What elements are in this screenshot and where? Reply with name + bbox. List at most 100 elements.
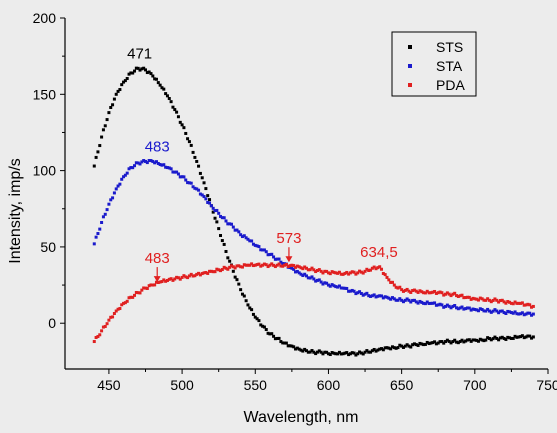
data-point xyxy=(422,291,426,295)
data-point xyxy=(398,297,402,301)
data-point xyxy=(412,288,416,292)
data-point xyxy=(182,126,186,130)
data-point xyxy=(380,294,384,298)
data-point xyxy=(167,277,171,281)
data-point xyxy=(445,291,449,295)
data-point xyxy=(180,275,184,279)
data-point xyxy=(118,307,122,311)
data-point xyxy=(398,285,402,289)
data-point xyxy=(211,270,215,274)
data-point xyxy=(513,334,517,338)
data-point xyxy=(451,292,455,296)
data-point xyxy=(270,262,274,266)
data-point xyxy=(144,286,147,290)
y-tick-label: 150 xyxy=(33,86,57,102)
data-point xyxy=(480,297,484,301)
data-point xyxy=(251,312,255,316)
data-point xyxy=(182,274,186,278)
series-sta xyxy=(92,159,535,317)
data-point xyxy=(341,352,345,356)
data-point xyxy=(403,344,407,348)
data-point xyxy=(228,265,232,269)
data-point xyxy=(244,299,248,303)
data-point xyxy=(266,265,270,269)
data-point xyxy=(248,239,252,243)
data-point xyxy=(220,268,224,272)
data-point xyxy=(142,286,146,290)
data-point xyxy=(531,335,535,339)
data-point xyxy=(195,187,199,191)
data-point xyxy=(281,264,285,268)
data-point xyxy=(120,303,124,307)
data-point xyxy=(286,264,290,268)
data-point xyxy=(361,271,365,275)
data-point xyxy=(165,94,169,98)
data-point xyxy=(378,294,382,298)
data-point xyxy=(480,307,484,311)
data-point xyxy=(449,294,453,298)
data-point xyxy=(317,349,321,353)
data-point xyxy=(440,291,444,295)
data-point xyxy=(299,348,303,352)
data-point xyxy=(96,150,100,154)
data-point xyxy=(164,279,168,283)
data-point xyxy=(434,342,438,346)
data-point xyxy=(363,292,367,296)
data-point xyxy=(352,289,356,293)
data-point xyxy=(530,305,534,309)
data-point xyxy=(187,181,191,185)
data-point xyxy=(215,220,219,224)
data-point xyxy=(334,271,338,275)
data-point xyxy=(363,269,367,273)
data-point xyxy=(385,295,389,299)
data-point xyxy=(306,350,310,354)
data-point xyxy=(229,264,233,268)
data-point xyxy=(392,283,396,287)
data-point xyxy=(127,167,131,171)
data-point xyxy=(264,263,268,267)
data-point xyxy=(224,266,228,270)
data-point xyxy=(407,298,411,302)
legend-box xyxy=(391,31,477,97)
data-point xyxy=(528,311,532,315)
data-point xyxy=(308,350,312,354)
data-point xyxy=(336,352,340,356)
data-points xyxy=(92,66,535,357)
data-point xyxy=(449,306,453,310)
data-point xyxy=(292,267,296,271)
data-point xyxy=(438,302,442,306)
data-point xyxy=(495,336,499,340)
data-point xyxy=(242,294,246,298)
data-point xyxy=(412,342,416,346)
data-point xyxy=(418,299,422,303)
data-point xyxy=(444,292,448,296)
data-point xyxy=(154,77,158,81)
data-point xyxy=(288,344,292,348)
data-point xyxy=(458,306,462,310)
data-point xyxy=(442,341,446,345)
data-point xyxy=(498,309,502,313)
data-point xyxy=(136,66,140,70)
data-point xyxy=(495,298,499,302)
data-point xyxy=(394,285,398,289)
data-point xyxy=(197,271,201,275)
data-point xyxy=(422,343,426,347)
data-point xyxy=(458,294,462,298)
data-point xyxy=(334,285,338,289)
data-point xyxy=(440,340,444,344)
data-point xyxy=(301,349,305,353)
data-point xyxy=(198,273,202,277)
data-point xyxy=(202,181,206,185)
data-point xyxy=(162,278,166,282)
data-point xyxy=(350,351,354,355)
data-point xyxy=(257,262,261,266)
data-point xyxy=(277,262,281,266)
data-point xyxy=(374,295,378,299)
data-point xyxy=(467,306,471,310)
data-point xyxy=(482,339,486,343)
peak-arrow-head xyxy=(153,276,161,283)
data-point xyxy=(378,265,382,269)
data-point xyxy=(222,265,226,269)
data-point xyxy=(112,191,116,195)
data-point xyxy=(456,307,460,311)
